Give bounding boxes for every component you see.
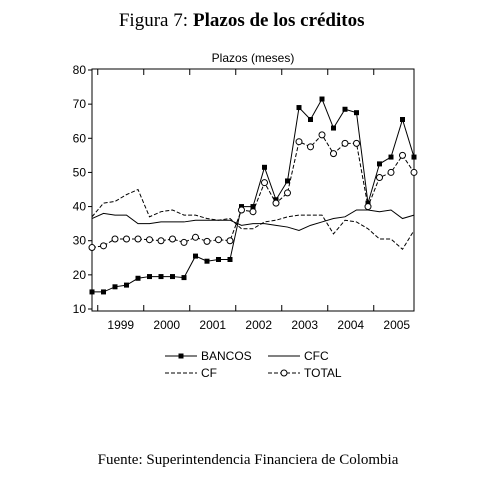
point bbox=[215, 236, 222, 244]
y-tick-label: 80 bbox=[73, 63, 87, 77]
y-tick-label: 30 bbox=[73, 234, 87, 248]
point bbox=[319, 96, 325, 102]
point bbox=[111, 235, 119, 243]
point bbox=[387, 168, 395, 176]
x-tick-label: 2002 bbox=[245, 318, 272, 332]
point bbox=[250, 204, 256, 210]
x-tick-label: 2004 bbox=[337, 318, 364, 332]
legend-label: CFC bbox=[304, 349, 329, 363]
point bbox=[88, 244, 96, 252]
legend-label: TOTAL bbox=[304, 366, 342, 380]
point bbox=[134, 235, 142, 243]
y-tick-label: 10 bbox=[73, 302, 87, 316]
point bbox=[354, 110, 359, 116]
point bbox=[261, 179, 268, 187]
series-line bbox=[91, 209, 415, 232]
point bbox=[342, 106, 348, 112]
point bbox=[112, 284, 118, 290]
point bbox=[295, 138, 303, 146]
legend-label: BANCOS bbox=[201, 349, 252, 363]
point bbox=[307, 143, 314, 151]
point bbox=[124, 282, 129, 288]
x-tick-label: 2005 bbox=[383, 318, 410, 332]
chart-subtitle: Plazos (meses) bbox=[212, 51, 295, 65]
point bbox=[364, 203, 372, 211]
point bbox=[192, 233, 199, 241]
point bbox=[181, 275, 187, 281]
chart-title: Plazos de los créditos bbox=[193, 10, 365, 31]
point bbox=[216, 256, 221, 262]
point bbox=[238, 206, 245, 214]
y-tick-label: 50 bbox=[73, 165, 87, 179]
point bbox=[399, 151, 406, 159]
point bbox=[249, 208, 257, 216]
point bbox=[353, 139, 360, 147]
y-tick-label: 20 bbox=[73, 268, 87, 282]
point bbox=[388, 154, 394, 160]
point bbox=[376, 174, 383, 182]
point bbox=[157, 237, 165, 245]
point bbox=[146, 236, 153, 244]
source-note: Fuente: Superintendencia Financiera de C… bbox=[98, 452, 399, 468]
x-tick-label: 2003 bbox=[291, 318, 318, 332]
y-tick-label: 60 bbox=[73, 131, 87, 145]
point bbox=[411, 154, 417, 160]
legend-marker bbox=[280, 369, 288, 377]
legend-marker bbox=[178, 353, 184, 359]
x-tick-label: 1999 bbox=[107, 318, 134, 332]
point bbox=[123, 235, 130, 243]
point bbox=[318, 131, 326, 139]
point bbox=[135, 275, 141, 281]
point bbox=[180, 238, 188, 246]
y-tick-label: 40 bbox=[73, 200, 87, 214]
point bbox=[400, 117, 405, 123]
series-line bbox=[91, 188, 415, 251]
point bbox=[331, 125, 336, 131]
point bbox=[410, 168, 418, 176]
series-line bbox=[91, 134, 415, 249]
point bbox=[227, 256, 233, 262]
point bbox=[101, 289, 106, 295]
point bbox=[147, 274, 152, 280]
point bbox=[308, 117, 313, 123]
point bbox=[100, 242, 107, 250]
y-tick-label: 70 bbox=[73, 97, 87, 111]
point bbox=[193, 253, 198, 259]
figure-label: Figura 7: bbox=[119, 10, 188, 31]
plot-frame bbox=[91, 68, 415, 312]
point bbox=[89, 289, 95, 295]
legend-label: CF bbox=[201, 366, 217, 380]
point bbox=[341, 139, 349, 147]
point bbox=[204, 258, 210, 264]
point bbox=[226, 237, 234, 245]
point bbox=[203, 237, 211, 245]
point bbox=[169, 235, 176, 243]
x-tick-label: 2001 bbox=[199, 318, 226, 332]
point bbox=[284, 189, 291, 197]
point bbox=[170, 274, 175, 280]
point bbox=[285, 178, 290, 184]
point bbox=[330, 150, 337, 158]
point bbox=[158, 274, 164, 280]
point bbox=[296, 105, 302, 111]
x-tick-label: 2000 bbox=[153, 318, 180, 332]
point bbox=[377, 161, 382, 167]
point bbox=[262, 164, 267, 170]
point bbox=[272, 199, 280, 207]
